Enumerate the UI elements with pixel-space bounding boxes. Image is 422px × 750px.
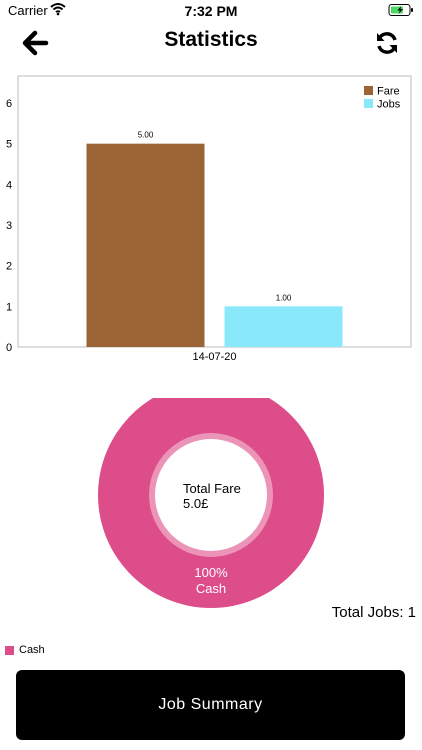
y-tick-label: 0 (6, 342, 12, 354)
carrier-label: Carrier (8, 3, 48, 18)
donut-hole (155, 439, 267, 551)
donut-center-value: 5.0£ (183, 496, 209, 511)
nav-bar: Statistics (0, 22, 422, 62)
legend-swatch-cash (5, 645, 14, 655)
x-tick-label: 14-07-20 (192, 351, 236, 363)
legend-label-fare: Fare (377, 86, 400, 98)
clock: 7:32 PM (184, 3, 238, 19)
back-arrow-icon[interactable] (22, 30, 50, 56)
y-tick-label: 6 (6, 98, 12, 110)
y-tick-label: 1 (6, 301, 12, 313)
y-tick-label: 5 (6, 139, 12, 151)
bar-value-label: 5.00 (138, 131, 154, 140)
slice-percent-label: 100% (194, 565, 228, 580)
legend-label-jobs: Jobs (377, 99, 401, 111)
legend-label-cash: Cash (19, 644, 45, 656)
total-jobs-label: Total Jobs: 1 (331, 604, 416, 621)
battery-icon (388, 3, 414, 22)
refresh-icon[interactable] (374, 30, 400, 56)
y-tick-label: 2 (6, 261, 12, 273)
bar-value-label: 1.00 (276, 293, 292, 302)
plot-frame (17, 75, 412, 348)
donut-center-title: Total Fare (183, 481, 241, 496)
wifi-icon (50, 2, 66, 21)
legend-swatch-jobs (364, 99, 373, 108)
bar-fare (86, 143, 205, 347)
fare-donut-chart (98, 398, 324, 608)
status-bar: Carrier 7:32 PM (0, 0, 422, 22)
pie-legend: Cash (5, 644, 45, 656)
bar-jobs (224, 306, 343, 347)
page-title: Statistics (164, 28, 258, 51)
y-tick-label: 4 (6, 179, 12, 191)
slice-name-label: Cash (195, 581, 227, 596)
job-summary-button[interactable]: Job Summary (16, 670, 405, 740)
y-tick-label: 3 (6, 220, 12, 232)
legend-swatch-fare (364, 86, 373, 95)
